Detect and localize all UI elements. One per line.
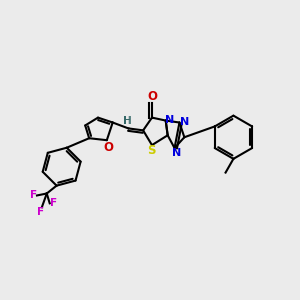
Text: N: N — [172, 148, 181, 158]
Text: N: N — [165, 115, 174, 124]
Text: O: O — [147, 91, 157, 103]
Text: H: H — [124, 116, 131, 126]
Text: F: F — [30, 190, 38, 200]
Text: O: O — [104, 141, 114, 154]
Text: F: F — [50, 198, 57, 208]
Text: S: S — [147, 145, 155, 158]
Text: H: H — [123, 116, 130, 126]
Text: F: F — [37, 207, 44, 217]
Text: N: N — [180, 116, 189, 127]
